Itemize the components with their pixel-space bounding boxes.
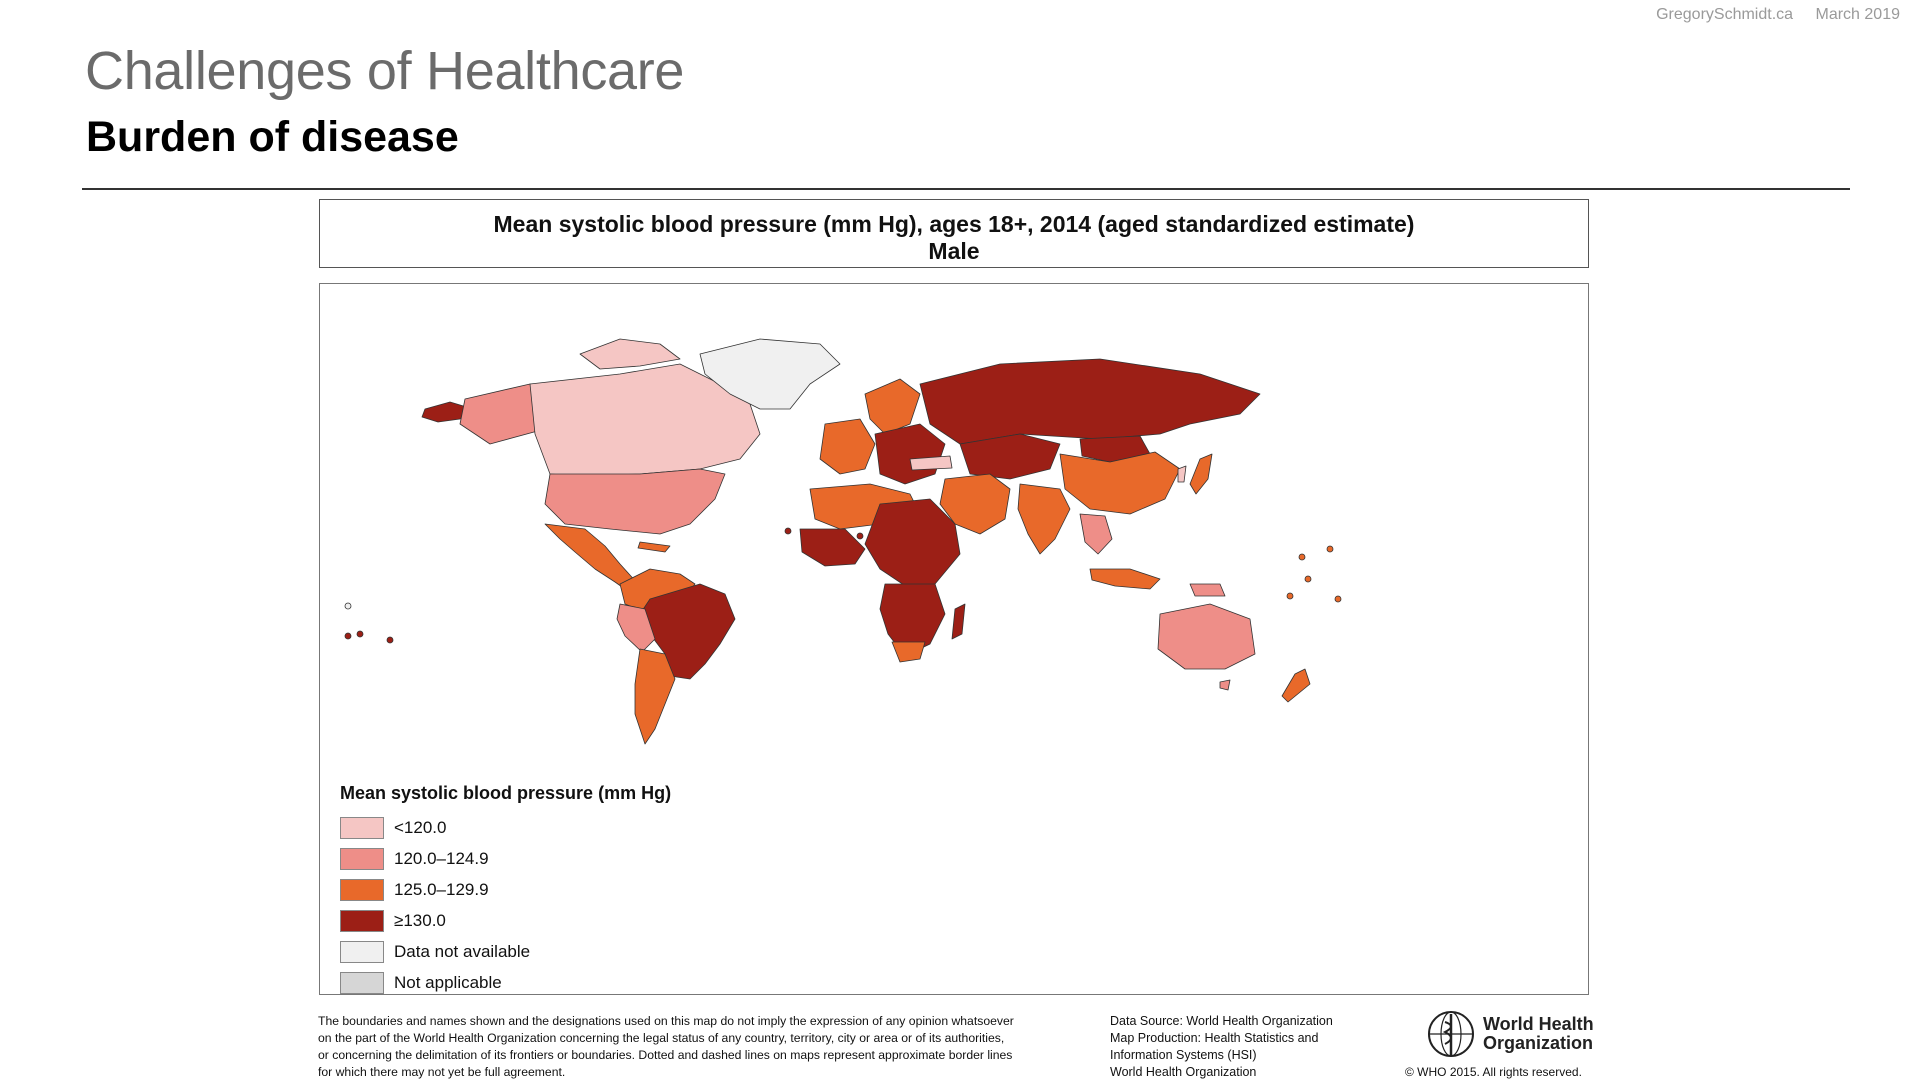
region-japan: [1189, 453, 1213, 495]
region-southern-cone: [634, 648, 676, 745]
legend-item: <120.0: [340, 812, 671, 843]
region-middle-east: [939, 473, 1011, 535]
disclaimer-line: on the part of the World Health Organiza…: [318, 1031, 1005, 1045]
slide-date: March 2019: [1815, 6, 1901, 23]
region-greenland: [699, 338, 841, 410]
legend-swatch: [340, 909, 384, 932]
region-russia: [919, 358, 1261, 445]
legend-label: Data not available: [394, 941, 531, 961]
disclaimer-line: for which there may not yet be full agre…: [318, 1065, 566, 1079]
legend-swatch: [340, 940, 384, 963]
world-map: [319, 283, 1589, 995]
who-emblem-icon: [1428, 1011, 1474, 1057]
source-line: Map Production: Health Statistics and: [1110, 1031, 1319, 1045]
legend-item: 125.0–129.9: [340, 874, 671, 905]
legend-title: Mean systolic blood pressure (mm Hg): [340, 783, 672, 803]
disclaimer-line: The boundaries and names shown and the d…: [318, 1014, 1014, 1028]
legend-item: ≥130.0: [340, 905, 671, 936]
source-line: World Health Organization: [1110, 1065, 1257, 1079]
region-papua: [1189, 583, 1226, 597]
legend-label: 120.0–124.9: [394, 848, 489, 868]
region-southeast-asia: [1079, 513, 1113, 555]
map-title: Mean systolic blood pressure (mm Hg), ag…: [493, 211, 1415, 237]
map-title-box: Mean systolic blood pressure (mm Hg), ag…: [319, 199, 1589, 268]
legend-swatch: [340, 816, 384, 839]
region-south-africa: [891, 641, 926, 663]
legend-swatch: [340, 971, 384, 994]
map-subtitle: Male: [928, 238, 980, 264]
map-legend: Mean systolic blood pressure (mm Hg) <12…: [340, 783, 671, 998]
legend-swatch: [340, 878, 384, 901]
legend-item: Data not available: [340, 936, 671, 967]
region-china: [1059, 451, 1181, 515]
legend-label: ≥130.0: [394, 910, 446, 930]
region-cuba: [637, 541, 671, 553]
legend-item: 120.0–124.9: [340, 843, 671, 874]
who-name-line: World Health: [1483, 1014, 1594, 1034]
region-korea: [1177, 465, 1187, 483]
legend-swatch: [340, 847, 384, 870]
disclaimer-line: or concerning the delimitation of its fr…: [318, 1048, 1013, 1062]
divider: [82, 188, 1850, 190]
region-canada-arctic: [579, 338, 681, 370]
region-sahel-africa: [864, 498, 961, 590]
disclaimer: The boundaries and names shown and the d…: [318, 1013, 1038, 1081]
source-line: Data Source: World Health Organization: [1110, 1014, 1333, 1028]
region-australia: [1157, 603, 1256, 670]
region-tasmania: [1219, 679, 1231, 691]
legend-label: Not applicable: [394, 972, 502, 992]
world-map-svg: [344, 338, 1342, 745]
data-source: Data Source: World Health Organization M…: [1110, 1013, 1370, 1081]
region-india: [1017, 483, 1071, 555]
region-indonesia: [1089, 568, 1161, 590]
who-name-line: Organization: [1483, 1033, 1594, 1053]
region-west-africa: [799, 528, 866, 567]
slide-title: Challenges of Healthcare: [85, 41, 685, 101]
legend-label: <120.0: [394, 817, 447, 837]
region-europe-east: [874, 423, 946, 485]
who-logo: World Health Organization: [1425, 1008, 1594, 1060]
island-markers: [344, 527, 1342, 644]
legend-item: Not applicable: [340, 967, 671, 998]
region-europe-west: [819, 418, 876, 475]
region-alaska: [421, 401, 471, 423]
source-line: Information Systems (HSI): [1110, 1048, 1257, 1062]
copyright: © WHO 2015. All rights reserved.: [1405, 1065, 1582, 1079]
region-usa: [544, 468, 726, 535]
region-scandinavia: [864, 378, 921, 435]
slide-meta: GregorySchmidt.ca March 2019: [1638, 6, 1900, 24]
slide-subtitle: Burden of disease: [86, 113, 459, 161]
legend-label: 125.0–129.9: [394, 879, 489, 899]
region-new-zealand: [1281, 668, 1311, 703]
region-central-asia: [959, 433, 1061, 480]
site-name: GregorySchmidt.ca: [1656, 6, 1794, 23]
region-madagascar: [951, 603, 966, 640]
region-turkey: [909, 455, 953, 471]
